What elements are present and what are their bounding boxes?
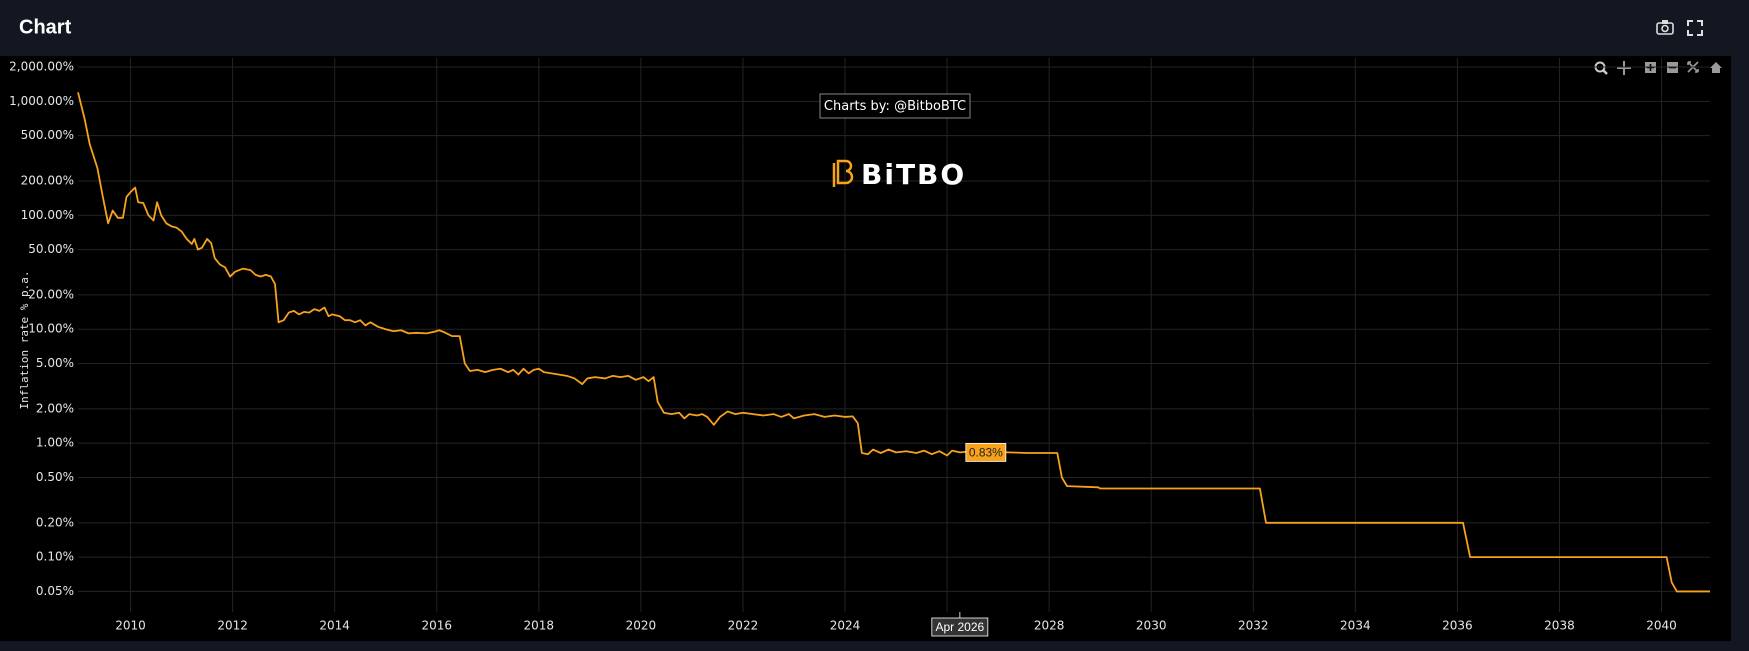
y-tick-label: 2.00% xyxy=(36,401,74,415)
hover-label: 0.83% xyxy=(965,443,1007,462)
x-tick-label: 2018 xyxy=(524,619,555,633)
reset-tool[interactable] xyxy=(1710,62,1722,73)
credit-box: Charts by: @BitboBTC xyxy=(819,93,971,119)
x-tick-label: 2014 xyxy=(319,619,350,633)
plot-background xyxy=(0,56,1731,641)
y-tick-label: 2,000.00% xyxy=(9,60,74,74)
credit-text: Charts by: @BitboBTC xyxy=(824,99,966,114)
fullscreen-button[interactable] xyxy=(1687,20,1703,36)
x-tick-label: 2038 xyxy=(1544,619,1575,633)
pan-tool[interactable] xyxy=(1617,61,1631,75)
x-tick-label: 2040 xyxy=(1646,619,1677,633)
header-title: Chart xyxy=(19,16,72,38)
inflation-line xyxy=(77,92,1710,593)
y-tick-label: 0.10% xyxy=(36,550,74,564)
logo-text: BiTBO xyxy=(861,158,966,191)
y-tick-label: 200.00% xyxy=(21,173,74,187)
y-tick-label: 500.00% xyxy=(21,128,74,142)
hover-x-box xyxy=(931,617,989,637)
hover-label-text: 0.83% xyxy=(969,446,1003,460)
logo: BiTBO xyxy=(832,158,966,191)
x-tick-label: 2028 xyxy=(1034,619,1065,633)
y-axis-label: Inflation rate % p.a. xyxy=(18,270,31,409)
hover-x-text: Apr 2026 xyxy=(935,620,984,634)
y-tick-label: 10.00% xyxy=(28,322,74,336)
x-tick-label: 2020 xyxy=(626,619,657,633)
x-tick-label: 2036 xyxy=(1442,619,1473,633)
y-tick-label: 0.05% xyxy=(36,584,74,598)
y-tick-label: 0.20% xyxy=(36,515,74,529)
grid xyxy=(78,58,1710,612)
x-tick-label: 2010 xyxy=(115,619,146,633)
x-tick-label: 2032 xyxy=(1238,619,1269,633)
y-tick-label: 1.00% xyxy=(36,436,74,450)
x-tick-label: 2024 xyxy=(830,619,861,633)
y-tick-label: 5.00% xyxy=(36,356,74,370)
x-tick-label: 2012 xyxy=(217,619,248,633)
y-tick-label: 50.00% xyxy=(28,242,74,256)
x-tick-label: 2034 xyxy=(1340,619,1371,633)
header-bar xyxy=(0,0,1749,56)
screenshot-button[interactable] xyxy=(1656,20,1674,35)
y-tick-label: 20.00% xyxy=(28,287,74,301)
y-tick-label: 1,000.00% xyxy=(9,94,74,108)
x-tick-label: 2016 xyxy=(421,619,452,633)
hover-label-box xyxy=(965,443,1007,462)
x-tick-label: 2030 xyxy=(1136,619,1167,633)
y-tick-label: 0.50% xyxy=(36,470,74,484)
y-tick-label: 100.00% xyxy=(21,208,74,222)
x-tick-label: 2022 xyxy=(728,619,759,633)
